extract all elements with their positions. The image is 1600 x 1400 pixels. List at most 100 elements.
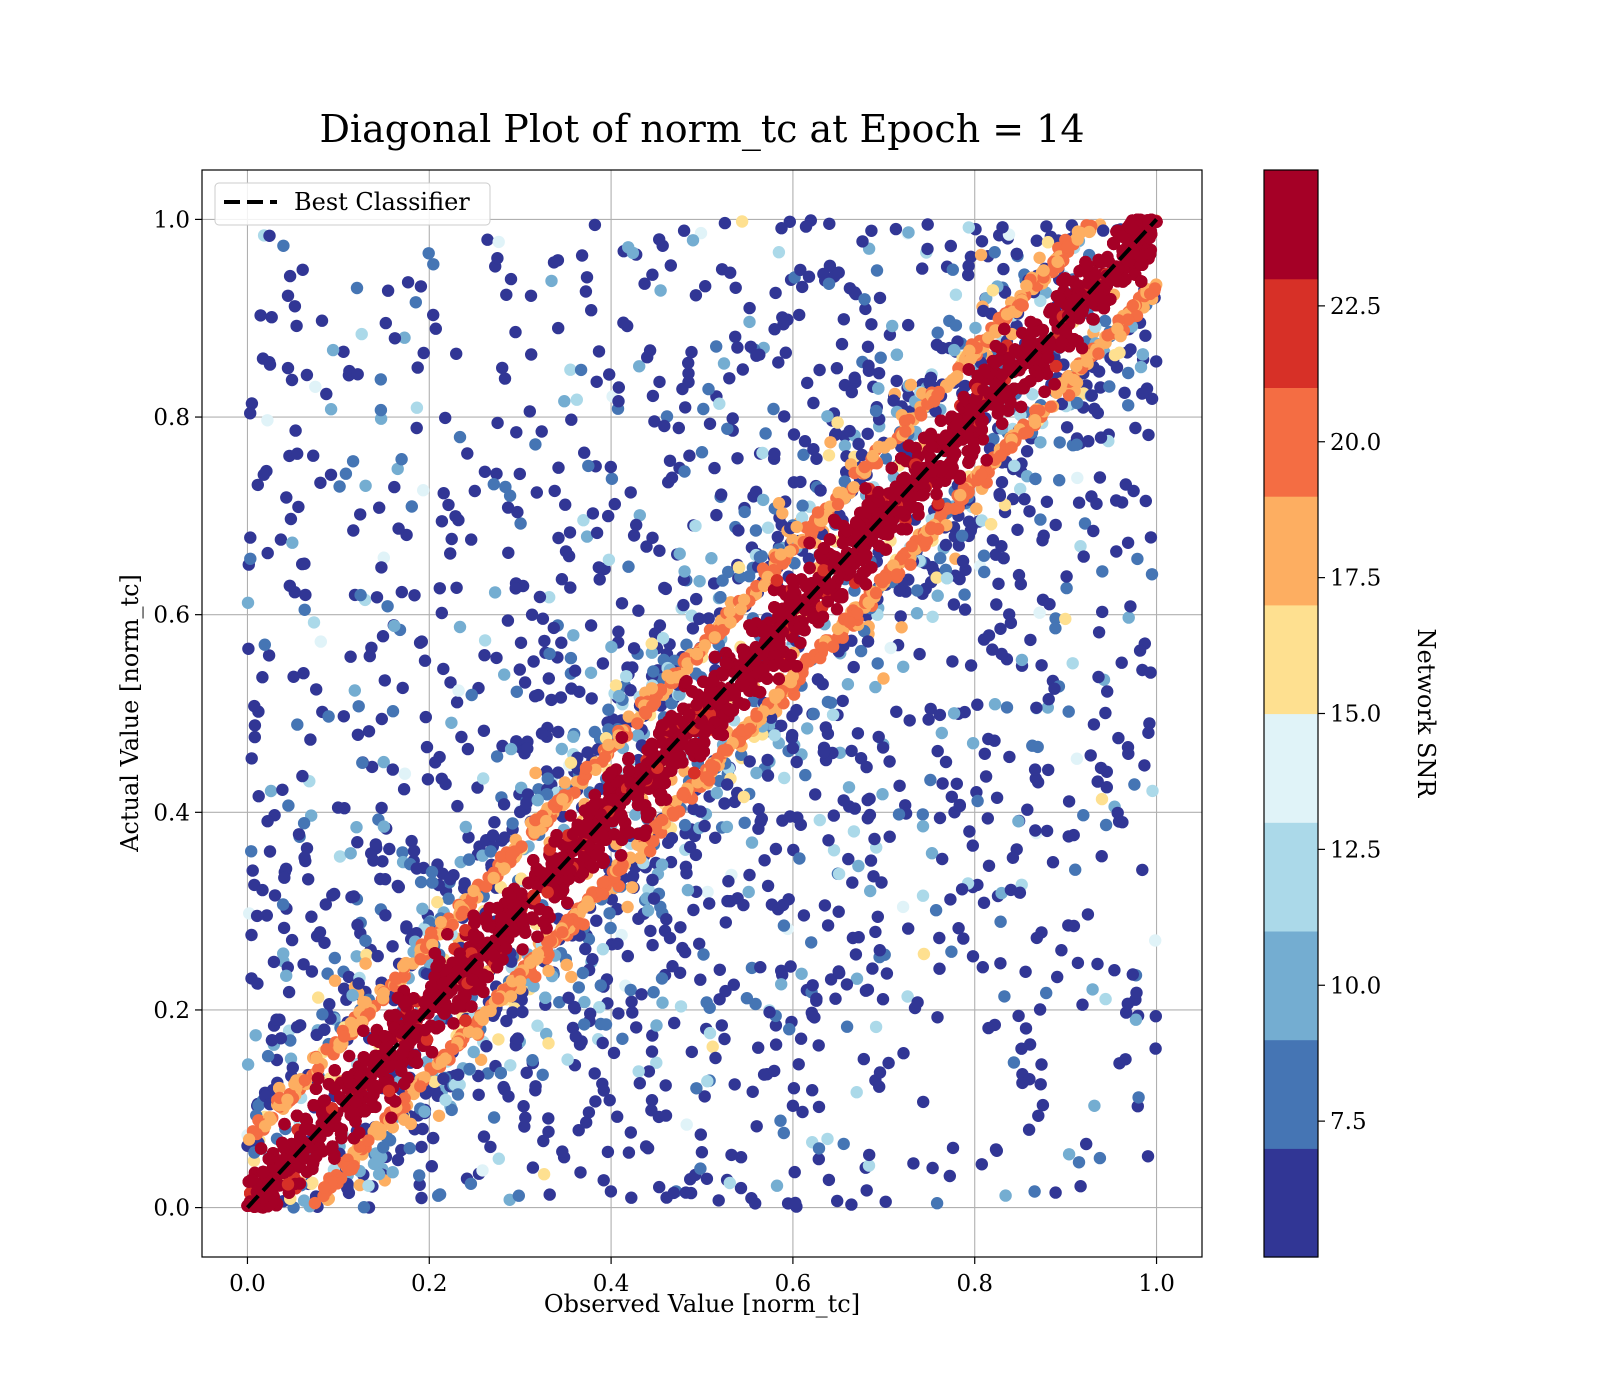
scatter-point [750,349,763,362]
scatter-point [492,1033,505,1046]
scatter-point [577,514,590,527]
scatter-point [814,484,827,497]
scatter-point [1032,1109,1045,1123]
scatter-point [624,1126,637,1139]
scatter-point [435,772,448,785]
scatter-point [586,507,600,520]
scatter-point [285,933,299,947]
scatter-point [1141,1150,1155,1163]
scatter-point [620,670,633,683]
scatter-point [480,1040,493,1053]
scatter-point [1029,472,1042,486]
scatter-point [846,876,859,889]
scatter-point [551,254,565,267]
scatter-point [471,781,484,794]
scatter-point [1024,633,1037,647]
scatter-point [313,926,327,939]
scatter-point [274,533,288,546]
scatter-point [638,277,651,290]
scatter-point [831,416,844,429]
scatter-point [439,411,452,425]
scatter-point [1008,459,1021,473]
scatter-point [1082,435,1095,448]
scatter-point [409,296,422,309]
scatter-point [665,832,679,845]
scatter-point [1066,657,1079,670]
scatter-point [350,950,363,963]
scatter-point [790,703,803,717]
scatter-point [300,842,314,855]
scatter-point [792,1058,805,1071]
scatter-point [816,641,830,654]
scatter-point [421,773,435,786]
scatter-point [893,779,906,792]
scatter-point [615,597,629,610]
scatter-point [308,1196,322,1210]
scatter-point [849,948,863,961]
scatter-point [531,947,545,961]
scatter-point [442,498,455,512]
scatter-point [343,1049,356,1063]
scatter-point [726,412,739,425]
scatter-point [251,977,264,990]
scatter-point [414,875,428,889]
scatter-point [407,844,421,858]
scatter-point [245,845,258,858]
scatter-point [933,811,947,825]
scatter-point [629,808,642,821]
scatter-point [821,410,834,423]
scatter-point [997,262,1010,276]
scatter-point [357,995,370,1009]
scatter-point [488,816,501,829]
scatter-point [242,642,255,655]
scatter-point [719,984,732,998]
scatter-point [1088,1099,1101,1113]
scatter-point [724,616,737,629]
scatter-point [761,753,774,767]
scatter-point [381,284,395,297]
scatter-point [1034,513,1047,526]
scatter-point [880,967,894,980]
scatter-point [261,414,274,427]
scatter-point [420,740,434,754]
scatter-point [686,622,700,635]
scatter-point [1099,706,1112,720]
scatter-point [904,378,918,391]
scatter-point [905,539,918,553]
scatter-point [359,479,372,492]
scatter-point [729,330,742,343]
scatter-point [873,1080,886,1093]
scatter-point [852,859,865,873]
scatter-point [604,460,617,474]
scatter-point [265,311,278,324]
scatter-point [514,636,528,649]
scatter-point [582,459,595,473]
scatter-point [708,461,721,475]
scatter-point [947,598,961,611]
scatter-point [612,381,625,394]
scatter-point [568,664,582,677]
scatter-point [694,226,708,240]
scatter-point [1144,287,1157,301]
scatter-point [659,1109,673,1122]
scatter-point [307,449,320,462]
scatter-point [936,852,949,866]
scatter-point [398,1113,411,1126]
scatter-point [633,360,646,373]
scatter-point [574,1166,587,1179]
scatter-point [574,363,588,377]
scatter-point [786,1099,800,1113]
scatter-point [256,883,269,897]
scatter-point [946,263,959,276]
scatter-point [510,685,523,698]
scatter-point [847,660,860,674]
scatter-point [677,224,691,237]
scatter-point [474,1053,488,1067]
scatter-point [931,388,944,402]
scatter-point [770,1179,784,1192]
scatter-point [1007,1056,1021,1069]
scatter-point [1110,545,1123,558]
scatter-point [869,586,883,600]
scatter-point [945,790,958,803]
